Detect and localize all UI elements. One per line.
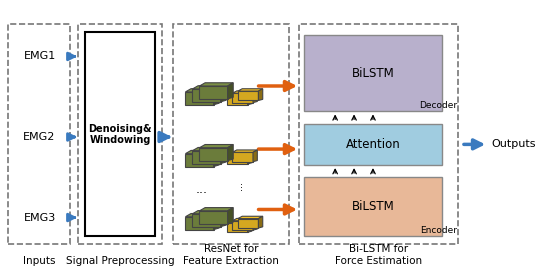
Polygon shape — [258, 216, 263, 228]
Polygon shape — [185, 154, 213, 167]
Polygon shape — [233, 93, 253, 103]
Text: Encoder: Encoder — [420, 226, 457, 235]
FancyBboxPatch shape — [304, 177, 442, 236]
Polygon shape — [213, 150, 219, 167]
Polygon shape — [228, 144, 233, 161]
Polygon shape — [253, 218, 257, 230]
Polygon shape — [200, 208, 233, 211]
Text: BiLSTM: BiLSTM — [352, 200, 394, 213]
Polygon shape — [200, 144, 233, 148]
Polygon shape — [185, 89, 219, 92]
Polygon shape — [227, 95, 248, 105]
Polygon shape — [192, 86, 226, 89]
Polygon shape — [248, 221, 252, 232]
Polygon shape — [248, 93, 252, 105]
Text: Bi-LSTM for
Force Estimation: Bi-LSTM for Force Estimation — [335, 244, 422, 266]
Polygon shape — [192, 89, 221, 102]
Polygon shape — [185, 150, 219, 154]
Polygon shape — [185, 92, 213, 105]
Polygon shape — [228, 83, 233, 99]
Polygon shape — [213, 89, 219, 105]
Polygon shape — [227, 223, 248, 232]
Polygon shape — [227, 152, 252, 155]
Polygon shape — [238, 91, 258, 101]
Polygon shape — [213, 213, 219, 230]
FancyBboxPatch shape — [304, 124, 442, 165]
Polygon shape — [200, 211, 228, 224]
Polygon shape — [233, 150, 257, 152]
Polygon shape — [258, 89, 263, 101]
Polygon shape — [227, 155, 248, 164]
Polygon shape — [185, 213, 219, 217]
Text: Attention: Attention — [346, 138, 400, 151]
Text: Signal Preprocessing: Signal Preprocessing — [66, 256, 175, 266]
Polygon shape — [200, 86, 228, 99]
Polygon shape — [192, 147, 226, 151]
Polygon shape — [233, 91, 257, 93]
Polygon shape — [200, 148, 228, 161]
Text: EMG2: EMG2 — [23, 132, 56, 142]
Text: ...: ... — [196, 183, 208, 196]
Polygon shape — [192, 210, 226, 214]
Text: Outputs: Outputs — [492, 139, 536, 149]
Polygon shape — [233, 152, 253, 162]
Polygon shape — [233, 221, 253, 230]
Polygon shape — [238, 89, 263, 91]
Text: Inputs: Inputs — [23, 256, 56, 266]
Polygon shape — [238, 216, 263, 219]
Text: ResNet for
Feature Extraction: ResNet for Feature Extraction — [183, 244, 279, 266]
Polygon shape — [192, 214, 221, 227]
FancyBboxPatch shape — [85, 32, 155, 236]
Polygon shape — [221, 210, 226, 227]
Text: EMG1: EMG1 — [24, 52, 56, 61]
Polygon shape — [248, 152, 252, 164]
Text: Denoising&
Windowing: Denoising& Windowing — [89, 124, 152, 145]
Text: EMG3: EMG3 — [24, 213, 56, 222]
Text: BiLSTM: BiLSTM — [352, 67, 394, 80]
Polygon shape — [221, 86, 226, 102]
FancyBboxPatch shape — [304, 35, 442, 112]
Text: ...: ... — [234, 181, 244, 190]
Text: Decoder: Decoder — [419, 101, 457, 110]
Polygon shape — [253, 91, 257, 103]
Polygon shape — [238, 219, 258, 228]
Polygon shape — [185, 217, 213, 230]
Polygon shape — [227, 93, 252, 95]
Polygon shape — [253, 150, 257, 162]
Polygon shape — [228, 208, 233, 224]
Polygon shape — [221, 147, 226, 164]
Polygon shape — [192, 151, 221, 164]
Polygon shape — [227, 221, 252, 223]
Polygon shape — [233, 218, 257, 221]
Polygon shape — [200, 83, 233, 86]
